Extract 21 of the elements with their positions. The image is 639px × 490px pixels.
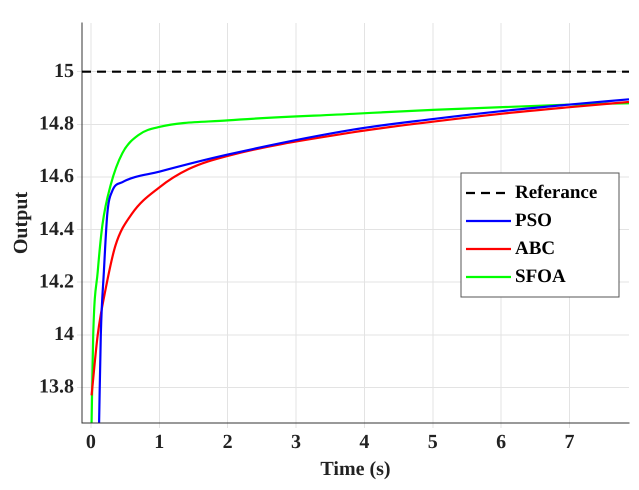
y-tick-label: 14.6	[39, 165, 74, 188]
y-tick-label: 14.2	[39, 270, 74, 292]
x-tick-label: 4	[359, 431, 370, 454]
y-tick-label: 14.8	[39, 112, 74, 134]
x-tick-label: 7	[564, 431, 575, 454]
legend-label: ABC	[515, 238, 556, 259]
x-tick-label: 5	[428, 431, 438, 454]
y-tick-label: 14.4	[39, 218, 74, 240]
x-tick-label: 0	[86, 431, 96, 454]
x-tick-label: 6	[496, 431, 506, 454]
legend-label: PSO	[515, 210, 552, 231]
y-tick-label: 13.8	[39, 376, 74, 398]
x-tick-label: 3	[291, 431, 302, 454]
y-tick-label: 15	[54, 60, 74, 82]
legend-label: SFOA	[515, 266, 566, 287]
x-axis-title: Time (s)	[320, 458, 391, 480]
y-tick-label: 14	[54, 323, 74, 346]
x-tick-label: 1	[154, 431, 164, 454]
legend-label: Referance	[515, 182, 598, 203]
x-tick-label: 2	[222, 431, 233, 454]
y-axis-title: Output	[10, 192, 32, 254]
